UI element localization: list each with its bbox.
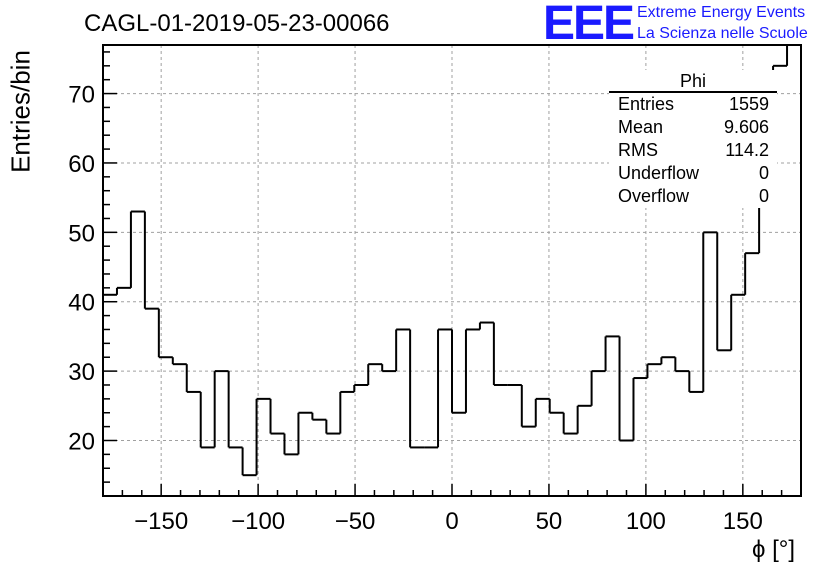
stats-label: Mean [618,117,664,137]
x-tick-label: 50 [536,508,563,535]
stats-box: Phi Entries 1559 Mean 9.606 RMS 114.2 Un… [609,70,777,208]
y-tick-label: 30 [68,359,95,386]
stats-row-underflow: Underflow 0 [609,162,777,185]
eee-logo: EEE [543,0,635,50]
stats-title: Phi [609,70,777,93]
stats-value: 0 [758,163,769,183]
y-tick-label: 60 [68,151,95,178]
x-axis-label: ϕ [°] [752,536,796,563]
stats-value: 0 [758,186,769,206]
x-tick-label: 150 [723,508,763,535]
y-tick-label: 70 [68,82,95,109]
stats-row-mean: Mean 9.606 [609,116,777,139]
logo-line-1: Extreme Energy Events [637,4,806,21]
stats-label: RMS [618,140,658,160]
stats-row-overflow: Overflow 0 [609,185,777,208]
stats-label: Underflow [618,163,700,183]
y-tick-label: 20 [68,428,95,455]
chart-title: CAGL-01-2019-05-23-00066 [84,10,390,37]
y-axis-label: Entries/bin [5,50,36,173]
stats-row-entries: Entries 1559 [609,93,777,116]
stats-label: Entries [618,94,675,114]
logo-line-2: La Scienza nelle Scuole [637,25,808,42]
x-tick-label: −150 [134,508,188,535]
x-tick-label: 100 [626,508,666,535]
stats-row-rms: RMS 114.2 [609,139,777,162]
x-tick-label: −100 [231,508,285,535]
y-tick-label: 40 [68,290,95,317]
y-tick-label: 50 [68,220,95,247]
x-tick-label: −50 [335,508,376,535]
stats-value: 114.2 [725,140,769,160]
stats-value: 9.606 [723,117,769,137]
stats-value: 1559 [728,94,769,114]
stats-label: Overflow [618,186,690,206]
x-tick-label: 0 [445,508,458,535]
